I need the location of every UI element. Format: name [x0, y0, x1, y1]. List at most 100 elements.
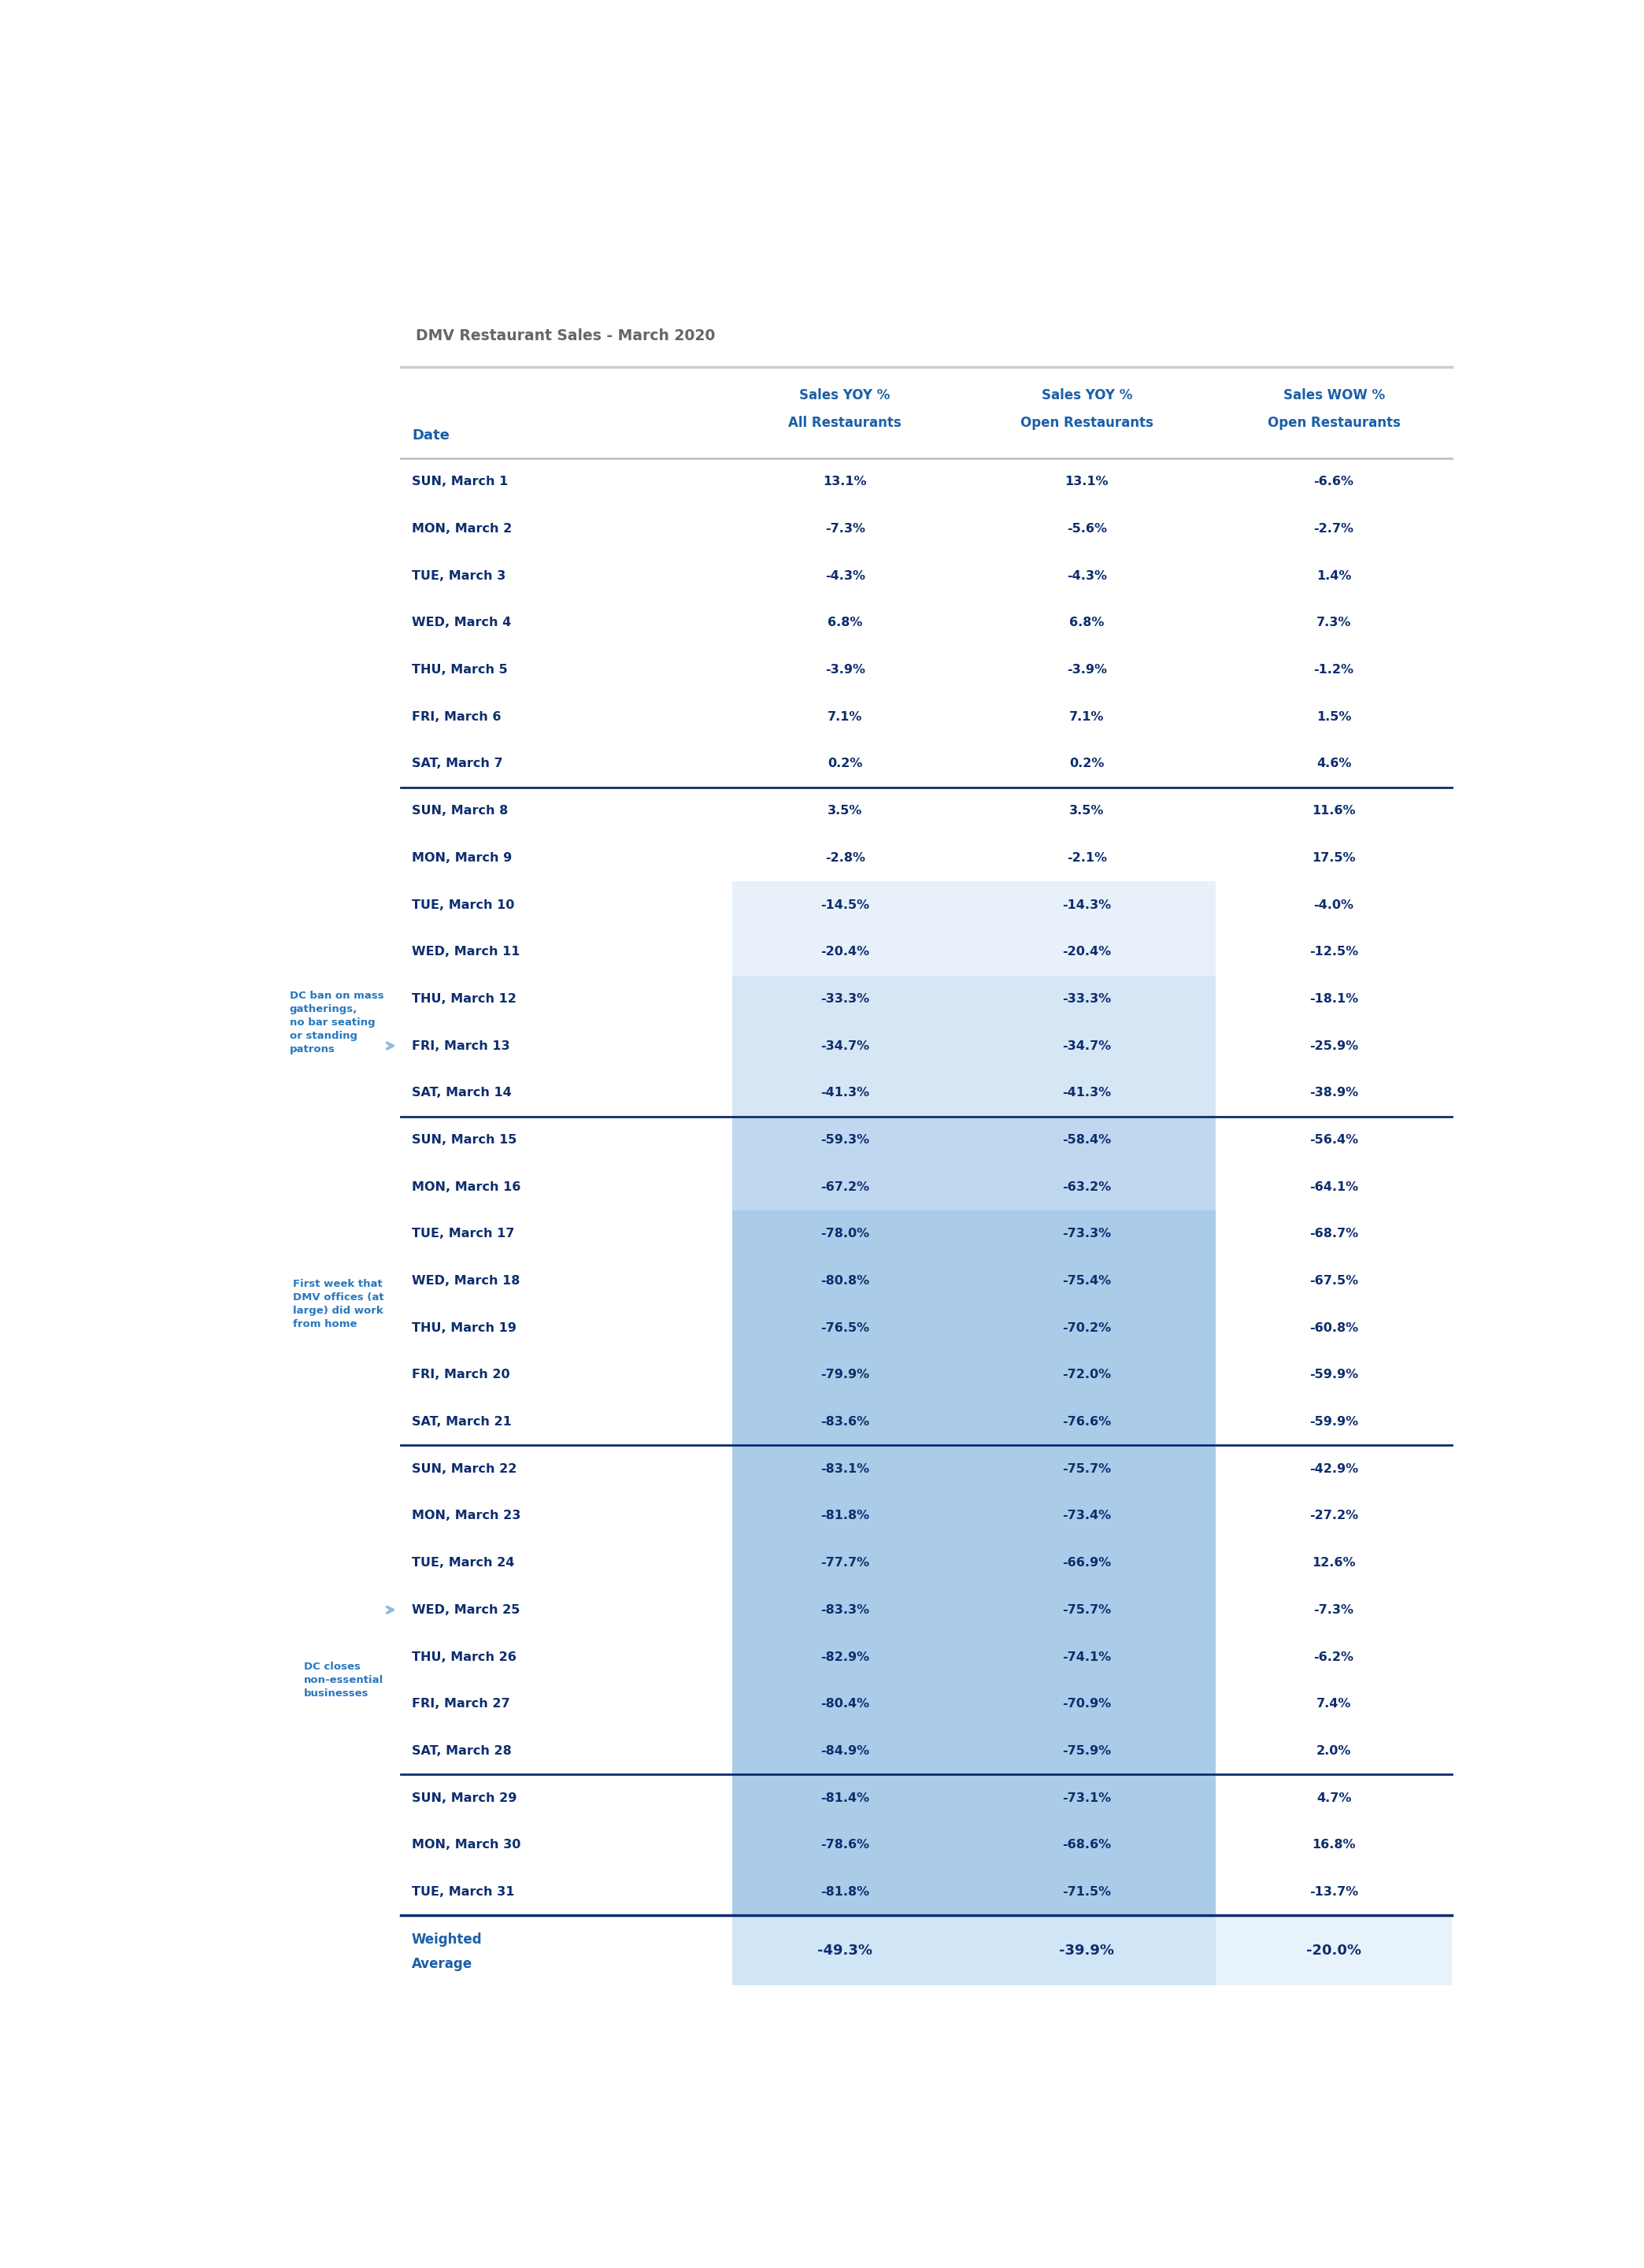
- Text: THU, March 12: THU, March 12: [411, 993, 516, 1005]
- Text: -2.7%: -2.7%: [1314, 524, 1355, 535]
- Text: -4.3%: -4.3%: [1067, 569, 1106, 581]
- Text: WED, March 4: WED, March 4: [411, 617, 511, 628]
- Text: -25.9%: -25.9%: [1309, 1041, 1358, 1052]
- Text: SAT, March 21: SAT, March 21: [411, 1415, 511, 1429]
- Text: -12.5%: -12.5%: [1309, 946, 1358, 957]
- Text: SUN, March 15: SUN, March 15: [411, 1134, 516, 1145]
- Text: 4.7%: 4.7%: [1317, 1792, 1351, 1803]
- Text: -34.7%: -34.7%: [820, 1041, 870, 1052]
- Text: WED, March 25: WED, March 25: [411, 1603, 520, 1615]
- Text: THU, March 5: THU, March 5: [411, 665, 508, 676]
- Text: -39.9%: -39.9%: [1059, 1944, 1115, 1957]
- Bar: [732, 1304, 1215, 1352]
- Text: 6.8%: 6.8%: [827, 617, 863, 628]
- Text: -76.5%: -76.5%: [820, 1322, 870, 1334]
- Text: -42.9%: -42.9%: [1309, 1463, 1358, 1474]
- Text: 13.1%: 13.1%: [824, 476, 866, 488]
- Text: -41.3%: -41.3%: [1062, 1086, 1111, 1098]
- Text: -20.0%: -20.0%: [1307, 1944, 1361, 1957]
- Text: MON, March 2: MON, March 2: [411, 524, 511, 535]
- Text: -33.3%: -33.3%: [1062, 993, 1111, 1005]
- Text: TUE, March 17: TUE, March 17: [411, 1227, 515, 1241]
- Text: -41.3%: -41.3%: [820, 1086, 870, 1098]
- Text: 2.0%: 2.0%: [1317, 1744, 1351, 1758]
- Text: -78.6%: -78.6%: [820, 1839, 870, 1851]
- Text: MON, March 30: MON, March 30: [411, 1839, 521, 1851]
- Text: -59.9%: -59.9%: [1309, 1415, 1358, 1429]
- Bar: [732, 1116, 1215, 1163]
- Text: -81.8%: -81.8%: [820, 1510, 870, 1522]
- Text: -75.4%: -75.4%: [1062, 1275, 1111, 1286]
- Text: -83.1%: -83.1%: [820, 1463, 870, 1474]
- Text: DMV Restaurant Sales - March 2020: DMV Restaurant Sales - March 2020: [416, 329, 715, 342]
- Text: Open Restaurants: Open Restaurants: [1268, 415, 1401, 431]
- Text: MON, March 9: MON, March 9: [411, 853, 511, 864]
- Bar: [732, 1492, 1215, 1540]
- Text: -56.4%: -56.4%: [1309, 1134, 1358, 1145]
- Text: -72.0%: -72.0%: [1062, 1370, 1111, 1381]
- Text: -20.4%: -20.4%: [1062, 946, 1111, 957]
- Text: -13.7%: -13.7%: [1309, 1887, 1358, 1898]
- Text: WED, March 18: WED, March 18: [411, 1275, 520, 1286]
- Text: 1.4%: 1.4%: [1317, 569, 1351, 581]
- Bar: [732, 1774, 1215, 1821]
- Text: -80.8%: -80.8%: [820, 1275, 870, 1286]
- Text: DC closes
non-essential
businesses: DC closes non-essential businesses: [304, 1662, 383, 1699]
- Text: -77.7%: -77.7%: [820, 1558, 870, 1569]
- Bar: [732, 1681, 1215, 1728]
- Text: 4.6%: 4.6%: [1317, 758, 1351, 769]
- Text: SUN, March 1: SUN, March 1: [411, 476, 508, 488]
- Text: -3.9%: -3.9%: [825, 665, 865, 676]
- Text: First week that
DMV offices (at
large) did work
from home: First week that DMV offices (at large) d…: [293, 1279, 383, 1329]
- Text: -34.7%: -34.7%: [1062, 1041, 1111, 1052]
- Text: TUE, March 10: TUE, March 10: [411, 898, 515, 912]
- Text: SUN, March 8: SUN, March 8: [411, 805, 508, 816]
- Text: -4.3%: -4.3%: [825, 569, 865, 581]
- Text: All Restaurants: All Restaurants: [789, 415, 901, 431]
- Text: TUE, March 24: TUE, March 24: [411, 1558, 515, 1569]
- Text: 7.1%: 7.1%: [827, 710, 863, 723]
- Text: -64.1%: -64.1%: [1309, 1182, 1358, 1193]
- Text: SAT, March 7: SAT, March 7: [411, 758, 503, 769]
- Text: -20.4%: -20.4%: [820, 946, 870, 957]
- Bar: [732, 1585, 1215, 1633]
- Text: -76.6%: -76.6%: [1062, 1415, 1111, 1429]
- Bar: [732, 1163, 1215, 1211]
- Text: 3.5%: 3.5%: [827, 805, 863, 816]
- Text: SUN, March 29: SUN, March 29: [411, 1792, 516, 1803]
- Text: -58.4%: -58.4%: [1062, 1134, 1111, 1145]
- Text: FRI, March 20: FRI, March 20: [411, 1370, 510, 1381]
- Text: 17.5%: 17.5%: [1312, 853, 1356, 864]
- Text: -74.1%: -74.1%: [1062, 1651, 1111, 1662]
- Text: MON, March 16: MON, March 16: [411, 1182, 521, 1193]
- Text: -2.1%: -2.1%: [1067, 853, 1106, 864]
- Text: -14.3%: -14.3%: [1062, 898, 1111, 912]
- Text: -14.5%: -14.5%: [820, 898, 870, 912]
- Text: -59.3%: -59.3%: [820, 1134, 870, 1145]
- Text: -6.2%: -6.2%: [1314, 1651, 1355, 1662]
- Text: 16.8%: 16.8%: [1312, 1839, 1356, 1851]
- Text: -18.1%: -18.1%: [1309, 993, 1358, 1005]
- Text: Sales YOY %: Sales YOY %: [799, 388, 891, 401]
- Text: 0.2%: 0.2%: [827, 758, 863, 769]
- Text: -67.5%: -67.5%: [1309, 1275, 1358, 1286]
- Text: 7.4%: 7.4%: [1317, 1699, 1351, 1710]
- Text: -71.5%: -71.5%: [1062, 1887, 1111, 1898]
- Text: -82.9%: -82.9%: [820, 1651, 870, 1662]
- Bar: [732, 1352, 1215, 1399]
- Text: -67.2%: -67.2%: [820, 1182, 870, 1193]
- Text: 11.6%: 11.6%: [1312, 805, 1356, 816]
- Text: -7.3%: -7.3%: [1314, 1603, 1355, 1615]
- Text: -73.4%: -73.4%: [1062, 1510, 1111, 1522]
- Text: -79.9%: -79.9%: [820, 1370, 870, 1381]
- Bar: [732, 1445, 1215, 1492]
- Text: -70.9%: -70.9%: [1062, 1699, 1111, 1710]
- Text: Open Restaurants: Open Restaurants: [1021, 415, 1154, 431]
- Text: FRI, March 13: FRI, March 13: [411, 1041, 510, 1052]
- Bar: [732, 1399, 1215, 1445]
- Text: THU, March 19: THU, March 19: [411, 1322, 516, 1334]
- Text: -84.9%: -84.9%: [820, 1744, 870, 1758]
- Text: 7.1%: 7.1%: [1069, 710, 1105, 723]
- Text: 3.5%: 3.5%: [1069, 805, 1105, 816]
- Bar: [732, 1728, 1215, 1774]
